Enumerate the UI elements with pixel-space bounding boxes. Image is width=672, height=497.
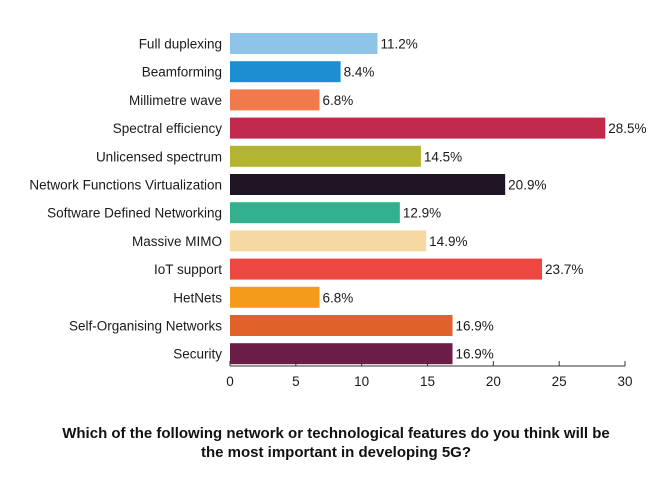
bar-full-duplexing bbox=[230, 33, 378, 54]
category-label-massive-mimo: Massive MIMO bbox=[132, 234, 222, 249]
bar-software-defined-networking bbox=[230, 202, 400, 224]
category-label-unlicensed-spectrum: Unlicensed spectrum bbox=[96, 149, 222, 164]
category-label-full-duplexing: Full duplexing bbox=[139, 37, 222, 52]
x-tick-label: 25 bbox=[552, 374, 567, 389]
value-label-full-duplexing: 11.2% bbox=[380, 37, 417, 52]
value-label-millimetre-wave: 6.8% bbox=[323, 93, 354, 108]
bar-network-functions-virtualization bbox=[230, 174, 506, 195]
value-label-network-functions-virtualization: 20.9% bbox=[508, 178, 546, 193]
category-label-millimetre-wave: Millimetre wave bbox=[129, 93, 222, 108]
bar-hetnets bbox=[230, 286, 320, 308]
value-label-self-organising-networks: 16.9% bbox=[456, 319, 494, 334]
x-axis: 0 5 10 15 20 25 30 bbox=[226, 361, 633, 389]
bar-beamforming bbox=[230, 61, 341, 83]
bar-millimetre-wave bbox=[230, 89, 320, 111]
value-label-iot-support: 23.7% bbox=[545, 262, 583, 277]
value-label-security: 16.9% bbox=[456, 347, 494, 362]
category-label-hetnets: HetNets bbox=[173, 290, 222, 305]
bar-chart: Full duplexing 11.2% Beamforming 8.4% Millim… bbox=[29, 33, 647, 389]
category-label-security: Security bbox=[173, 347, 222, 362]
caption-line-1: Which of the following network or techno… bbox=[62, 425, 610, 442]
value-label-spectral-efficiency: 28.5% bbox=[608, 121, 646, 136]
category-label-beamforming: Beamforming bbox=[142, 65, 222, 80]
x-tick-label: 20 bbox=[486, 374, 501, 389]
bar-self-organising-networks bbox=[230, 315, 453, 336]
category-label-network-functions-virtualization: Network Functions Virtualization bbox=[29, 178, 222, 193]
category-label-iot-support: IoT support bbox=[154, 262, 222, 277]
value-label-hetnets: 6.8% bbox=[323, 290, 354, 305]
value-label-beamforming: 8.4% bbox=[344, 65, 375, 80]
x-tick-label: 0 bbox=[226, 374, 234, 389]
bar-security bbox=[230, 343, 453, 365]
value-label-massive-mimo: 14.9% bbox=[429, 234, 467, 249]
bar-iot-support bbox=[230, 258, 543, 280]
category-label-self-organising-networks: Self-Organising Networks bbox=[69, 319, 222, 334]
caption-line-2: the most important in developing 5G? bbox=[200, 444, 471, 461]
x-tick-label: 15 bbox=[420, 374, 435, 389]
x-tick-label: 10 bbox=[354, 374, 369, 389]
x-tick-label: 30 bbox=[617, 374, 632, 389]
category-label-software-defined-networking: Software Defined Networking bbox=[47, 206, 222, 221]
bar-spectral-efficiency bbox=[230, 117, 606, 139]
bars-group: Full duplexing 11.2% Beamforming 8.4% Millim… bbox=[29, 33, 647, 365]
value-label-unlicensed-spectrum: 14.5% bbox=[424, 149, 462, 164]
x-tick-label: 5 bbox=[292, 374, 300, 389]
value-label-software-defined-networking: 12.9% bbox=[403, 206, 441, 221]
bar-unlicensed-spectrum bbox=[230, 145, 421, 167]
chart-caption: Which of the following network or techno… bbox=[0, 424, 672, 462]
bar-massive-mimo bbox=[230, 230, 427, 252]
category-label-spectral-efficiency: Spectral efficiency bbox=[113, 121, 223, 136]
